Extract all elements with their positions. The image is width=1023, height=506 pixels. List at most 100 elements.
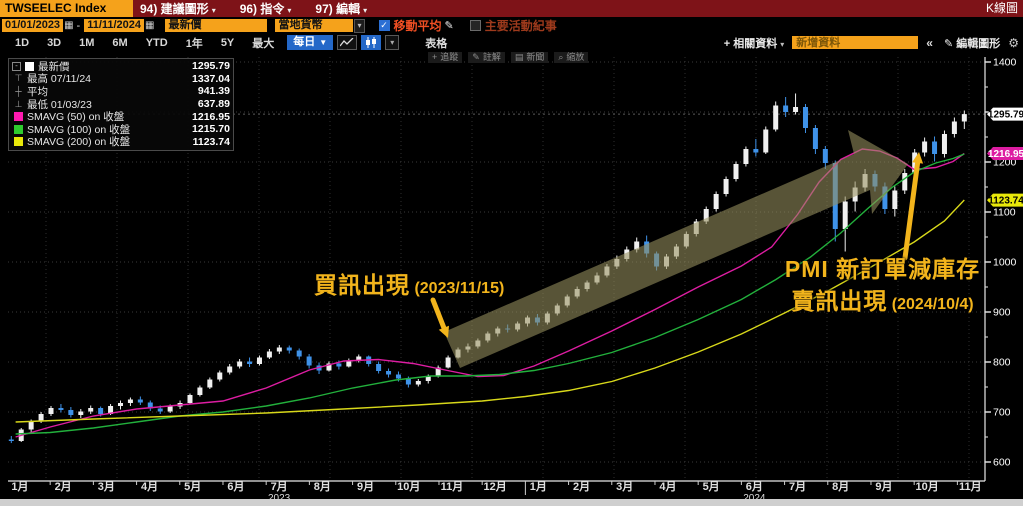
tool-icon: ▤ <box>514 52 524 62</box>
chart-tool-縮放[interactable]: ⌕ 縮放 <box>554 52 589 63</box>
legend-swatch <box>14 112 23 122</box>
candle-body <box>951 121 957 134</box>
x-axis-month-label: 9月 <box>357 480 374 493</box>
moving-average-label[interactable]: 移動平均 <box>393 19 442 33</box>
chart-tool-追蹤[interactable]: + 追蹤 <box>428 52 463 63</box>
candle-body <box>415 381 421 385</box>
menu-item-2[interactable]: 97) 編輯 ▾ <box>315 2 368 16</box>
chart-type-label: K線圖 <box>985 1 1018 15</box>
legend-marker-icon: ┼ <box>15 86 22 97</box>
legend-collapse-icon[interactable]: - <box>12 61 21 71</box>
currency-field[interactable]: 當地貨幣 <box>275 19 354 32</box>
menu-item-1[interactable]: 96) 指令 ▾ <box>239 2 292 16</box>
x-axis-month-label: 1月 <box>530 480 547 493</box>
legend-row-1[interactable]: ⊤ 最高 07/11/24 1337.04 <box>12 73 230 86</box>
line-chart-icon <box>340 38 354 47</box>
period-button-1M[interactable]: 1M <box>79 36 95 49</box>
gear-icon[interactable]: ⚙ <box>1008 35 1019 50</box>
legend-label: 平均 <box>27 85 48 98</box>
legend-row-5[interactable]: SMAVG (100) on 收盤 1215.70 <box>12 123 230 136</box>
legend-row-4[interactable]: SMAVG (50) on 收盤 1216.95 <box>12 110 230 123</box>
period-button-最大[interactable]: 最大 <box>252 37 275 50</box>
candle-body <box>276 347 282 352</box>
y-axis-label: 800 <box>993 357 1011 369</box>
period-button-1D[interactable]: 1D <box>15 36 30 49</box>
candle-body <box>256 357 262 364</box>
date-separator: - <box>76 19 81 32</box>
candle-body <box>405 378 411 385</box>
key-events-label[interactable]: 主要活動紀事 <box>484 19 557 33</box>
period-button-6M[interactable]: 6M <box>112 36 128 49</box>
period-button-YTD[interactable]: YTD <box>145 36 168 49</box>
candle-body <box>157 408 163 412</box>
period-buttons: 1D 3D 1M 6M YTD 1年 5Y 最大 <box>6 35 283 51</box>
chart-tool-新聞[interactable]: ▤ 新聞 <box>510 52 549 63</box>
caret-down-icon: ▾ <box>780 39 785 49</box>
x-axis-year-label: 2023 <box>268 493 291 504</box>
period-button-5Y[interactable]: 5Y <box>220 36 235 49</box>
x-axis-month-label: 11月 <box>959 480 982 493</box>
menu-item-0[interactable]: 94) 建議圖形 ▾ <box>140 2 216 16</box>
candle-body <box>197 387 203 395</box>
table-button[interactable]: 表格 <box>425 37 448 50</box>
x-axis-month-label: 4月 <box>141 480 158 493</box>
pencil-icon[interactable]: ✎ <box>444 20 454 32</box>
candle-body <box>802 107 808 128</box>
candle-body <box>892 190 898 209</box>
legend-row-0[interactable]: - 最新價 1295.79 <box>12 60 230 73</box>
legend-row-3[interactable]: ⊥ 最低 01/03/23 637.89 <box>12 98 230 111</box>
index-ticker-tab[interactable]: TWSEELEC Index <box>0 0 133 17</box>
add-data-input[interactable] <box>792 36 919 49</box>
candle-body <box>783 105 789 112</box>
price-type-field[interactable]: 最新價 <box>165 19 268 32</box>
period-button-3D[interactable]: 3D <box>47 36 62 49</box>
key-events-checkbox[interactable] <box>469 20 481 31</box>
candle-chart-icon <box>366 37 377 48</box>
candle-body <box>296 350 302 357</box>
edit-chart-button[interactable]: ✎ 編輯圖形 <box>943 37 1001 50</box>
calendar-icon[interactable]: ▦ <box>145 20 155 31</box>
chart-type-caret-button[interactable]: ▾ <box>385 35 400 50</box>
caret-down-icon: ▼ <box>319 38 328 47</box>
y-axis-label: 600 <box>993 457 1011 469</box>
date-to-field[interactable]: 11/11/2024 <box>84 19 145 32</box>
candle-body <box>842 201 848 229</box>
date-from-field[interactable]: 01/01/2023 <box>2 19 64 32</box>
candle-body <box>78 411 84 415</box>
currency-dropdown-caret-icon[interactable]: ▾ <box>354 18 365 33</box>
legend-swatch <box>14 137 23 147</box>
moving-average-checkbox[interactable]: ✓ <box>378 20 390 31</box>
caret-down-icon: ▾ <box>363 6 368 15</box>
collapse-panel-icon[interactable]: « <box>926 35 933 50</box>
legend-label: SMAVG (100) on 收盤 <box>27 123 131 136</box>
legend-row-6[interactable]: SMAVG (200) on 收盤 1123.74 <box>12 136 230 148</box>
candle-body <box>137 399 143 403</box>
candle-chart-button[interactable] <box>361 35 382 50</box>
candle-body <box>28 421 34 430</box>
x-axis-month-label: 3月 <box>616 480 633 493</box>
legend-row-2[interactable]: ┼ 平均 941.39 <box>12 85 230 98</box>
caret-down-icon: ▾ <box>390 38 395 47</box>
candle-body <box>941 134 947 154</box>
legend-value: 1216.95 <box>192 110 230 123</box>
sell-signal-annotation: PMI 新訂單減庫存 賣訊出現 (2024/10/4) <box>775 255 990 319</box>
legend-value: 1295.79 <box>192 60 230 73</box>
calendar-icon[interactable]: ▦ <box>64 20 74 31</box>
related-data-button[interactable]: + 相關資料 ▾ <box>723 37 785 50</box>
legend-swatch <box>25 61 34 71</box>
candle-body <box>147 402 153 409</box>
x-axis-month-label: 12月 <box>484 480 507 493</box>
frequency-button[interactable]: 每日 ▼ <box>287 35 334 50</box>
period-button-1年[interactable]: 1年 <box>185 37 203 50</box>
x-axis-month-label: 8月 <box>314 480 331 493</box>
candlestick-chart-canvas[interactable]: 600700800900100011001200130014001月2月3月4月… <box>0 57 1023 506</box>
chart-tool-註解[interactable]: ✎ 註解 <box>468 52 505 63</box>
trend-arrow-band <box>444 130 908 368</box>
tool-icon: ⌕ <box>558 52 564 62</box>
candle-body <box>286 347 292 351</box>
candle-body <box>425 376 431 381</box>
line-chart-button[interactable] <box>337 35 358 50</box>
candle-body <box>932 141 938 154</box>
candle-body <box>8 439 14 441</box>
pencil-icon: ✎ <box>943 37 954 50</box>
